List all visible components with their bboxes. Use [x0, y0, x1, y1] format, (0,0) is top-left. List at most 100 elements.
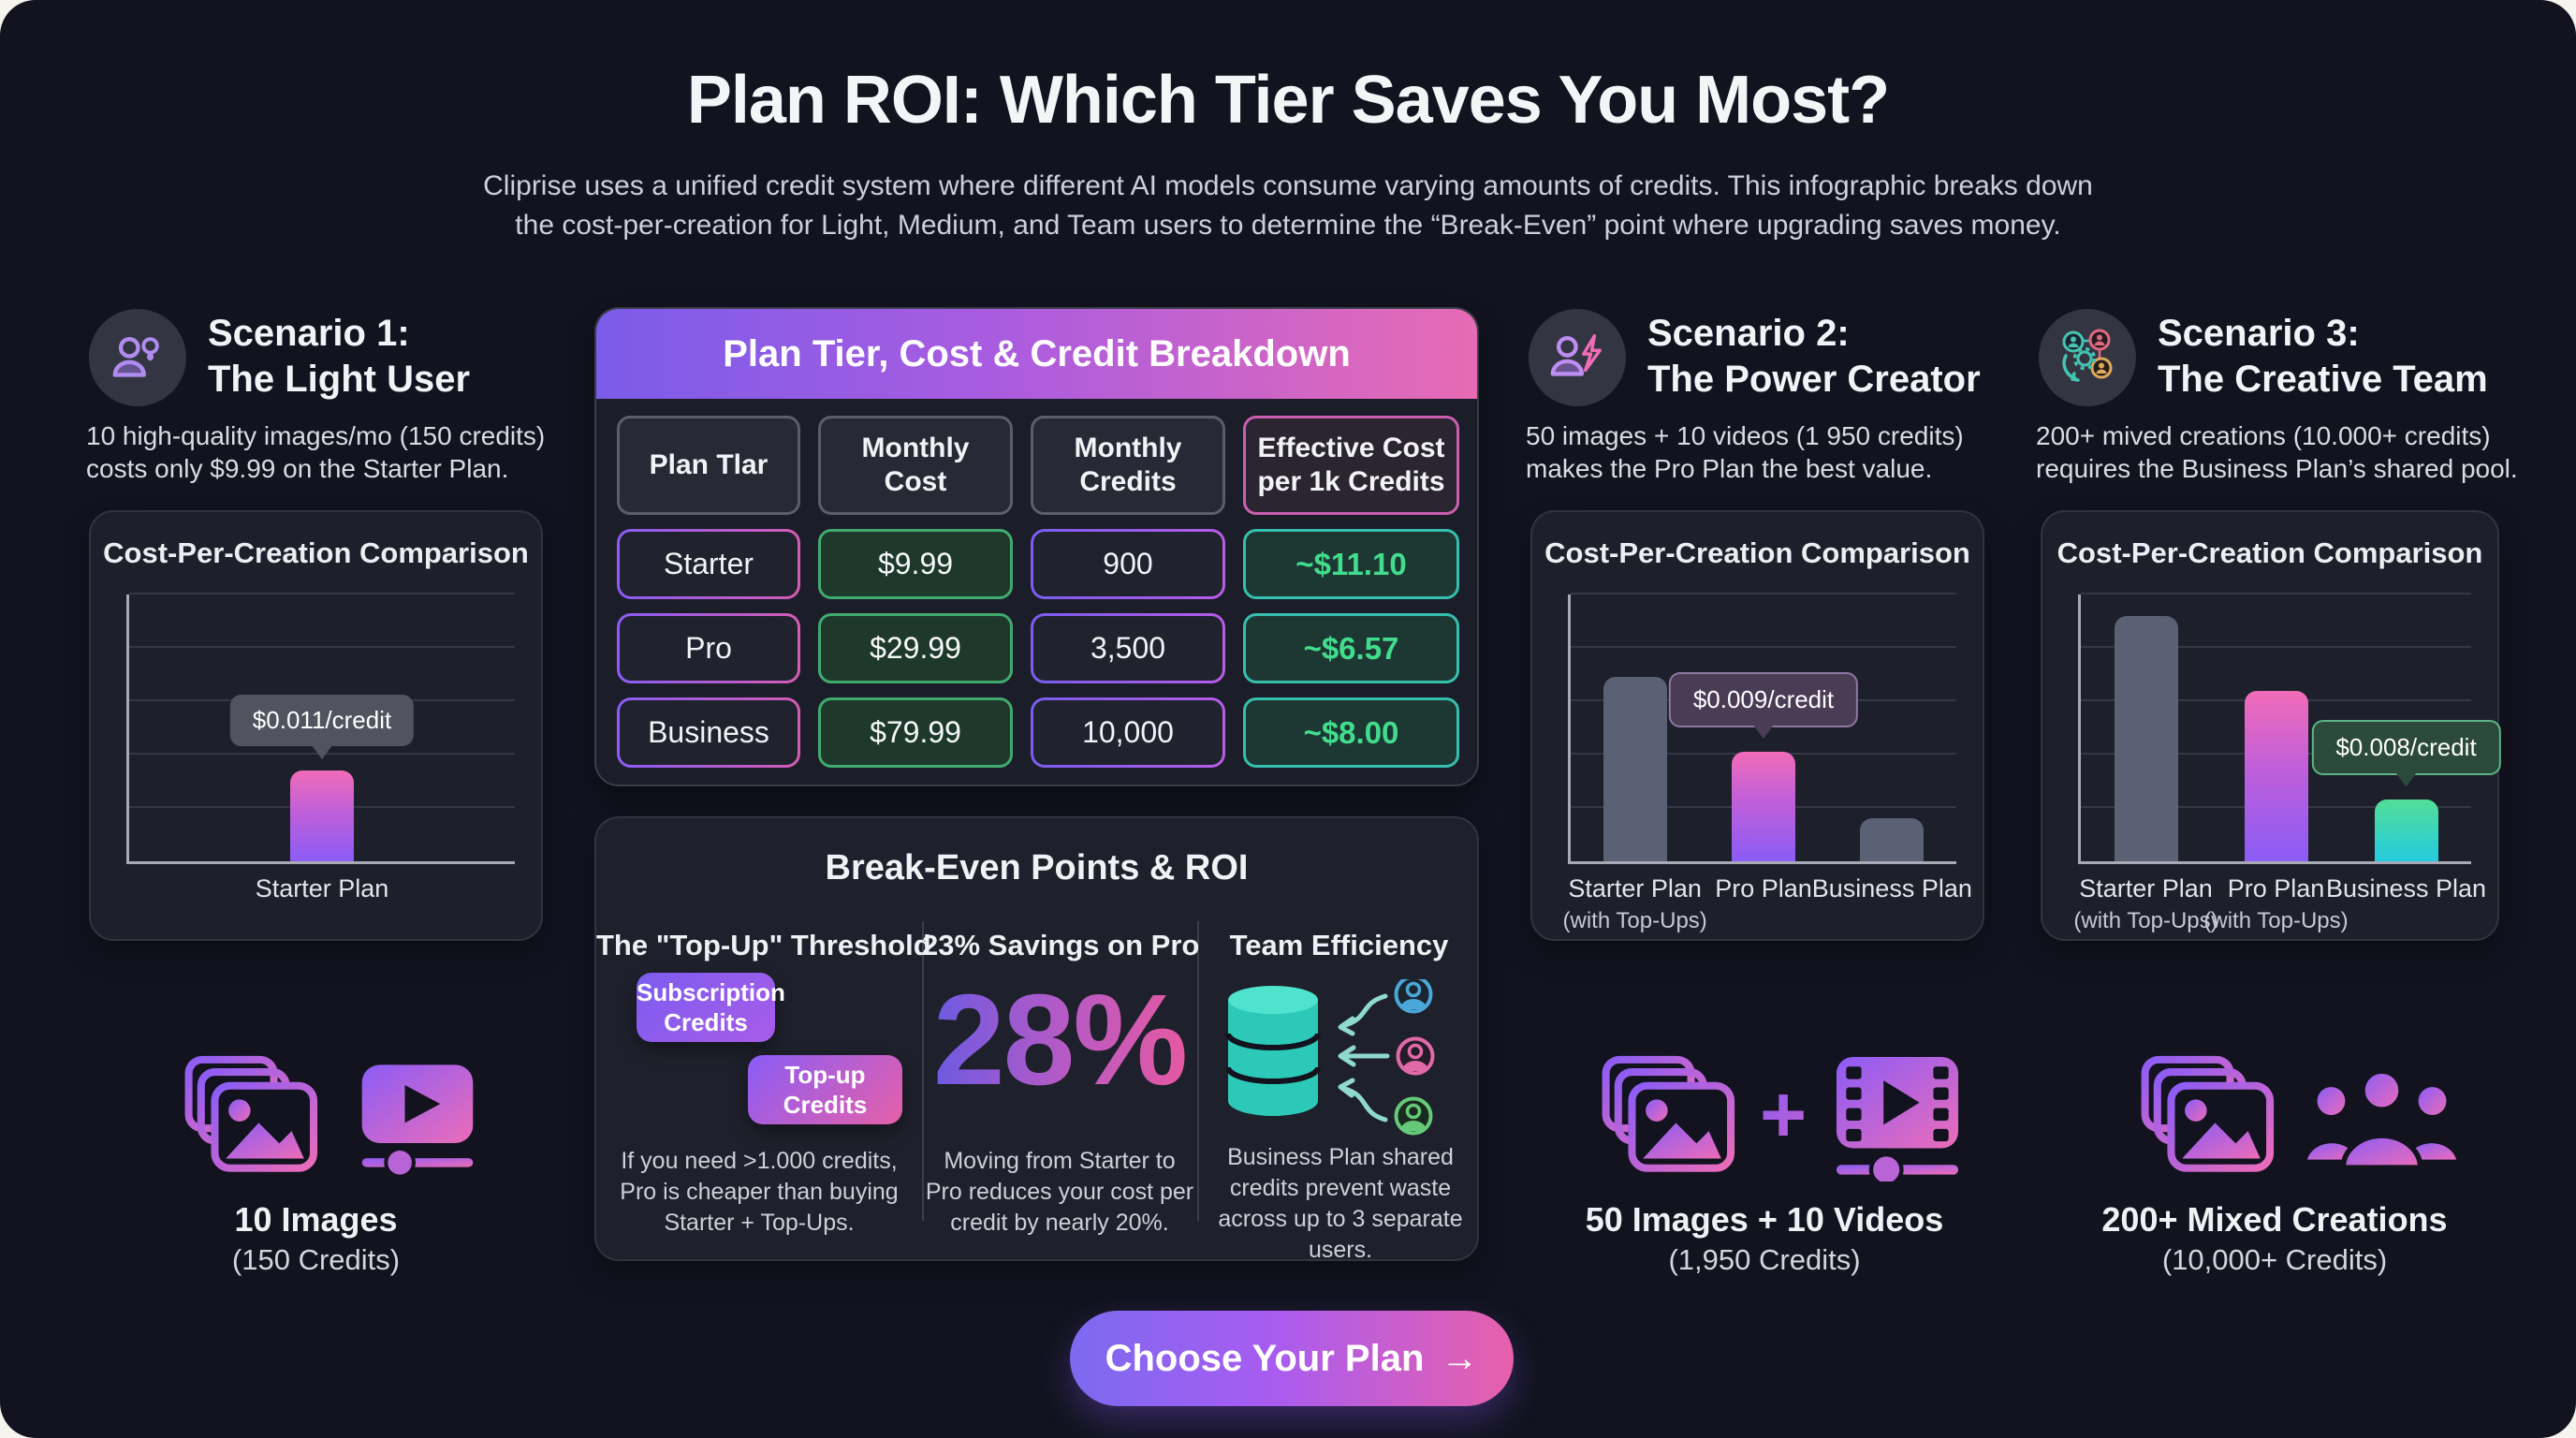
scenario3-footer-title: 200+ Mixed Creations [2101, 1200, 2448, 1239]
monthly-credits-cell: 10,000 [1033, 700, 1222, 765]
scenario2-heading: Scenario 2: The Power Creator [1647, 313, 1981, 400]
gridline [1571, 646, 1956, 648]
bars-row: Starter Plan (with Top-Ups) Pro Plan (with … [2073, 594, 2501, 933]
user-lightbulb-icon [112, 336, 159, 377]
chart-title: Cost-Per-Creation Comparison [1544, 536, 1970, 569]
scenario2-description: 50 images + 10 videos (1 950 credits) ma… [1526, 421, 1964, 483]
topup-threshold-heading: The "Top-Up" Threshold [596, 929, 931, 961]
savings-percentage: 28% [922, 966, 1197, 1115]
bar-label: Business Plan [1811, 874, 1972, 902]
bar-business-plan [1860, 818, 1925, 861]
page-subtitle-line2: the cost-per-creation for Light, Medium,… [515, 210, 2061, 241]
bar-slot: $0.011/credit Starter Plan [129, 594, 515, 902]
value-tooltip: $0.008/credit [2311, 720, 2501, 776]
gridline [129, 646, 515, 648]
bar-pro-plan [1731, 752, 1795, 861]
gridline [1571, 593, 1956, 594]
image-stack-icon [1597, 1054, 1747, 1182]
chart-title: Cost-Per-Creation Comparison [103, 536, 529, 569]
gridline [2081, 646, 2471, 648]
scenario3-cost-chart-card: Cost-Per-Creation Comparison Starter Pla… [2041, 510, 2501, 941]
bar-label: Business Plan [2325, 874, 2487, 902]
plan-table-title: Plan Tier, Cost & Credit Breakdown [596, 309, 1477, 399]
bar-slot: Starter Plan (with Top-Ups) [1563, 594, 1707, 933]
plan-name-cell: Starter [620, 532, 798, 596]
bar-starter-plan [2114, 615, 2178, 861]
page-title: Plan ROI: Which Tier Saves You Most? [686, 63, 1890, 138]
plan-name-cell: Business [620, 700, 798, 765]
bar-label: Pro Plan (with Top-Ups) [2203, 874, 2349, 933]
bar-label: Starter Plan (with Top-Ups) [1562, 874, 1707, 933]
scenario3-heading: Scenario 3: The Creative Team [2158, 313, 2488, 400]
break-even-title: Break-Even Points & ROI [825, 848, 1249, 888]
scenario2-avatar [1529, 309, 1626, 406]
savings-heading: 23% Savings on Pro [922, 929, 1200, 961]
team-cycle-icon [2062, 329, 2113, 382]
bar-slot: Business Plan [1812, 594, 1972, 902]
bar-slot: Pro Plan (with Top-Ups) [2203, 594, 2349, 933]
scenario1-cost-chart-card: Cost-Per-Creation Comparison $0.011/cred… [89, 510, 543, 941]
monthly-cost-cell: $29.99 [818, 613, 1013, 683]
divider [1197, 921, 1199, 1221]
scenario1-avatar [89, 309, 186, 406]
bar-slot: $0.009/credit Pro Plan [1668, 594, 1859, 902]
topup-threshold-description: If you need >1.000 credits, Pro is cheap… [620, 1148, 899, 1236]
bars-row: Starter Plan (with Top-Ups) $0.009/credit P… [1563, 594, 1972, 933]
plot-area: $0.011/credit Starter Plan [126, 593, 515, 902]
scenario1-footer-credits: (150 Credits) [231, 1243, 401, 1276]
effective-cost-cell: ~$6.57 [1243, 613, 1459, 683]
col-header-monthly-cost: Monthly Cost [818, 416, 1013, 515]
scenario3-footer-credits: (10,000+ Credits) [2161, 1243, 2388, 1276]
user-avatar-pink [1396, 1036, 1435, 1076]
bar-label: Pro Plan [1715, 874, 1812, 902]
effective-cost-cell: ~$8.00 [1243, 697, 1459, 768]
plot-area: Starter Plan (with Top-Ups) $0.009/credit P… [1563, 593, 1972, 933]
image-stack-icon [180, 1054, 329, 1182]
choose-plan-button[interactable]: Choose Your Plan → [1070, 1311, 1514, 1406]
monthly-credits-cell: 3,500 [1033, 616, 1222, 681]
value-tooltip: $0.009/credit [1668, 672, 1859, 728]
scenario2-footer-title: 50 Images + 10 Videos [1585, 1200, 1944, 1239]
topup-credits-badge: Top-up Credits [748, 1055, 902, 1124]
user-avatar-green [1394, 1096, 1433, 1136]
scenario3-avatar [2039, 309, 2136, 406]
bar-label: Starter Plan [255, 874, 389, 902]
scenario1-heading: Scenario 1: The Light User [208, 313, 471, 400]
choose-plan-label: Choose Your Plan [1105, 1337, 1425, 1379]
plan-name-cell: Pro [620, 616, 798, 681]
effective-cost-cell: ~$11.10 [1243, 529, 1459, 599]
plan-table: Plan Tlar Monthly Cost Monthly Credits E… [596, 399, 1477, 768]
bar-label: Starter Plan (with Top-Ups) [2073, 874, 2218, 933]
bar-business-plan [2374, 800, 2438, 861]
monthly-cost-cell: $79.99 [818, 697, 1013, 768]
bar-slot: $0.008/credit Business Plan [2311, 594, 2501, 902]
team-efficiency-heading: Team Efficiency [1229, 929, 1449, 961]
plot-area: Starter Plan (with Top-Ups) Pro Plan (with … [2073, 593, 2501, 933]
image-stack-icon [2136, 1054, 2286, 1182]
page-subtitle-line1: Cliprise uses a unified credit system wh… [483, 170, 2093, 201]
chart-title: Cost-Per-Creation Comparison [2056, 536, 2483, 569]
table-row: Starter [617, 529, 800, 599]
plus-sign: + [1760, 1070, 1808, 1160]
scenario1-description: 10 high-quality images/mo (150 credits) … [86, 421, 546, 483]
plan-table-card: Plan Tier, Cost & Credit Breakdown Plan … [594, 307, 1479, 786]
subscription-credits-badge: Subscription Credits [637, 973, 785, 1042]
bar-starter-plan [290, 770, 354, 861]
bar-slot: Starter Plan (with Top-Ups) [2073, 594, 2218, 933]
divider [922, 921, 924, 1221]
scenario2-cost-chart-card: Cost-Per-Creation Comparison Starter Pla… [1530, 510, 1984, 941]
shared-credit-pool-icon [1209, 975, 1443, 1143]
arrow-right-icon: → [1441, 1337, 1479, 1379]
bar-starter-plan [1603, 677, 1667, 861]
savings-description: Moving from Starter to Pro reduces your … [925, 1148, 1194, 1236]
film-strip-icon [1827, 1054, 1968, 1187]
break-even-card: Break-Even Points & ROI The "Top-Up" Thr… [594, 816, 1479, 1263]
col-header-plan: Plan Tlar [617, 416, 800, 515]
people-group-icon [2305, 1064, 2459, 1181]
col-header-effective-cost: Effective Cost per 1k Credits [1243, 416, 1459, 515]
scenario1-footer-title: 10 Images [234, 1200, 398, 1239]
user-avatar-blue [1394, 975, 1433, 1014]
table-row: Business [617, 697, 800, 768]
value-tooltip: $0.011/credit [229, 695, 415, 747]
